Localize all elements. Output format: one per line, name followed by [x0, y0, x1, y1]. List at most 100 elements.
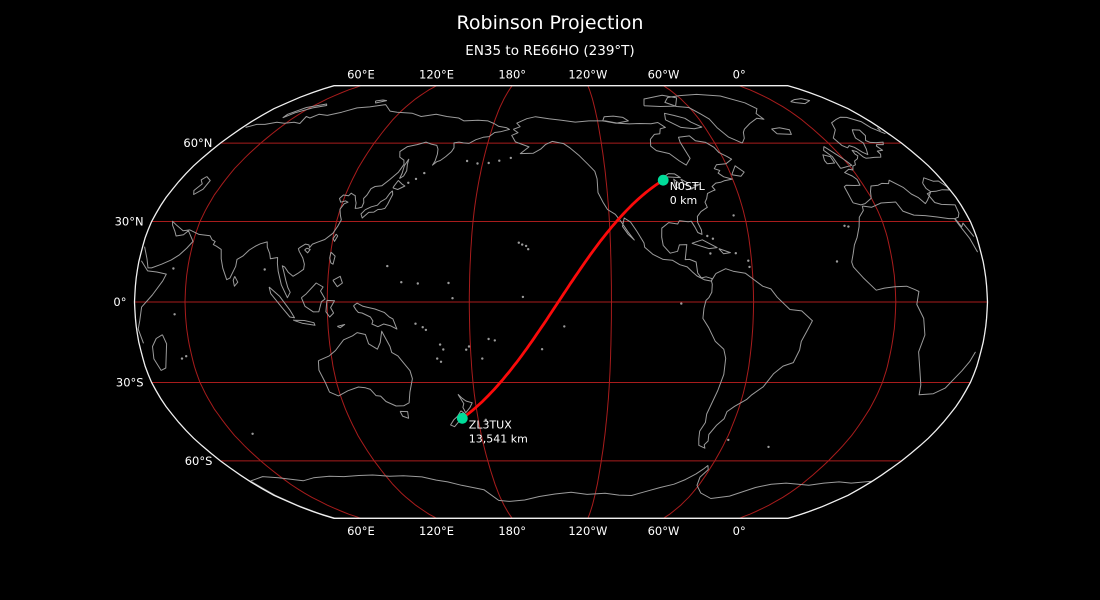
coastline: [152, 334, 168, 371]
island-speck: [727, 438, 730, 442]
meridian-label-top-3: 120°W: [568, 68, 607, 82]
island-speck: [416, 282, 419, 285]
island-speck: [442, 348, 445, 351]
coastline: [693, 183, 701, 187]
island-speck: [436, 357, 439, 360]
island-speck: [481, 357, 484, 360]
island-speck: [386, 264, 389, 268]
meridian-label-bottom-0: 60°E: [347, 524, 375, 538]
island-speck: [476, 162, 479, 165]
great-circle-path: [460, 178, 665, 420]
coastline: [691, 239, 718, 250]
coastline: [337, 324, 346, 329]
map-outline: [133, 85, 989, 519]
island-speck: [732, 214, 735, 217]
graticule-meridian: [663, 85, 755, 519]
island-speck: [680, 302, 683, 305]
meridian-label-top-2: 180°: [498, 68, 526, 82]
island-speck: [251, 432, 254, 435]
island-speck: [438, 343, 442, 346]
coastline: [790, 98, 811, 105]
island-speck: [711, 237, 715, 240]
parallel-label-left-3: 30°S: [116, 376, 144, 390]
coastline: [317, 330, 413, 407]
coastline: [300, 282, 326, 313]
graticule-meridian: [184, 85, 362, 519]
coastline: [399, 158, 410, 180]
graticule-meridian: [587, 85, 613, 519]
island-speck: [524, 244, 528, 248]
island-speck: [180, 357, 184, 360]
graticule-meridian: [468, 85, 513, 519]
island-speck: [487, 161, 490, 165]
island-speck: [493, 339, 496, 342]
island-speck: [172, 267, 175, 270]
station-distance-zl3tux: 13,541 km: [469, 432, 528, 445]
coastline: [232, 276, 239, 287]
island-speck: [706, 234, 709, 238]
island-speck: [847, 225, 850, 228]
meridian-label-bottom-2: 180°: [498, 524, 526, 538]
coastline: [771, 127, 792, 135]
island-speck: [509, 156, 512, 160]
coastline: [664, 93, 765, 144]
station-callsign-n0stl: N0STL: [670, 180, 706, 193]
figure-title: Robinson Projection: [457, 12, 644, 34]
coastline: [293, 319, 316, 326]
meridian-label-bottom-5: 0°: [733, 524, 746, 538]
parallel-label-left-4: 60°S: [185, 454, 213, 468]
coastline: [399, 410, 410, 419]
station-marker-zl3tux: [456, 412, 468, 424]
parallel-label-left-2: 0°: [113, 295, 126, 309]
island-speck: [835, 260, 839, 263]
coastline: [193, 176, 211, 195]
island-speck: [747, 259, 750, 262]
coastline: [329, 251, 336, 265]
coastline: [680, 178, 690, 187]
coastline: [602, 115, 629, 124]
station-marker-n0stl: [657, 174, 669, 186]
coastline: [823, 146, 853, 169]
meridian-label-bottom-3: 120°W: [568, 524, 607, 538]
station-distance-n0stl: 0 km: [670, 194, 698, 207]
island-speck: [843, 224, 846, 227]
coastline: [663, 173, 681, 179]
island-speck: [498, 159, 501, 162]
island-speck: [748, 265, 751, 269]
meridian-label-top-4: 60°W: [648, 68, 680, 82]
island-speck: [424, 328, 428, 332]
island-speck: [407, 181, 410, 184]
island-speck: [487, 337, 490, 341]
island-speck: [521, 243, 524, 246]
meridian-label-top-1: 120°E: [419, 68, 454, 82]
island-speck: [173, 313, 176, 316]
island-speck: [423, 171, 426, 175]
meridian-label-bottom-4: 60°W: [648, 524, 680, 538]
graticule-meridian: [739, 85, 897, 519]
island-speck: [447, 281, 450, 285]
island-speck: [521, 295, 525, 299]
coastline: [731, 165, 745, 177]
coastline: [718, 248, 731, 255]
coastline: [325, 299, 335, 318]
island-speck: [527, 248, 530, 251]
parallel-label-left-1: 30°N: [115, 215, 144, 229]
station-callsign-zl3tux: ZL3TUX: [469, 418, 512, 431]
coastline: [332, 275, 343, 288]
graticule: [134, 85, 988, 519]
meridian-label-top-5: 0°: [733, 68, 746, 82]
coastline: [673, 178, 680, 190]
island-speck: [400, 281, 403, 284]
coastline: [664, 112, 703, 130]
graticule-labels: 60°E 60°E 120°E 120°E 180° 180° 120°W 120°W 60°W…: [113, 68, 745, 538]
island-speck: [465, 348, 468, 351]
coastline: [144, 104, 975, 299]
coastline: [268, 286, 295, 319]
island-speck: [767, 445, 770, 449]
figure-subtitle: EN35 to RE66HO (239°T): [465, 43, 634, 59]
meridian-label-top-0: 60°E: [347, 68, 375, 82]
coastline: [822, 154, 836, 165]
